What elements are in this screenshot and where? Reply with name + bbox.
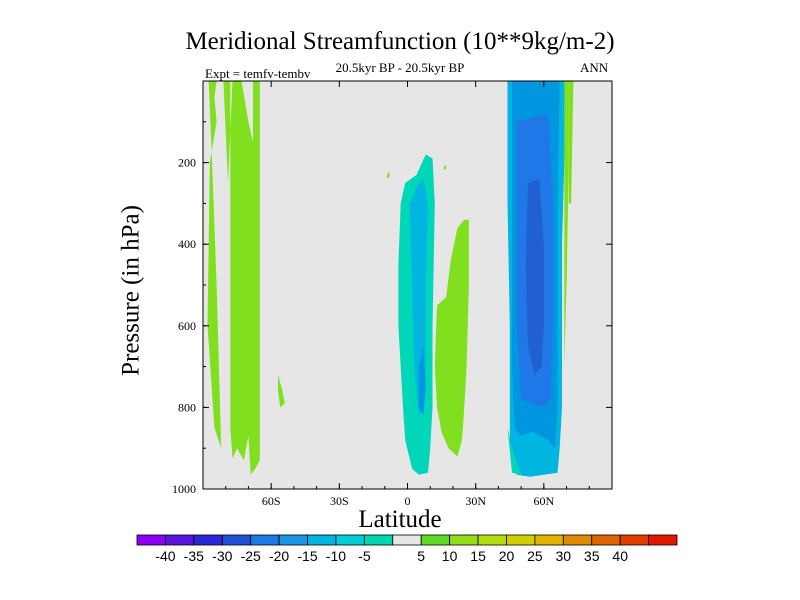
colorbar-box	[193, 534, 223, 546]
colorbar-label: 10	[442, 548, 458, 564]
colorbar-box	[165, 534, 195, 546]
colorbar-box	[392, 534, 422, 546]
y-tick-label: 600	[178, 319, 196, 333]
region-sh-midlat-positive	[278, 374, 285, 408]
colorbar-label: 15	[470, 548, 486, 564]
y-tick-label: 200	[178, 156, 196, 170]
region-nh-midlat-negative-core	[525, 178, 544, 375]
colorbar-box	[477, 534, 507, 546]
colorbar-label: 20	[499, 548, 515, 564]
colorbar-box	[250, 534, 280, 546]
colorbar-label: -25	[241, 548, 261, 564]
colorbar-box	[562, 534, 593, 546]
region-nh-subtropical-positive	[434, 219, 469, 457]
x-axis-ticks: 60S 30S 0 30N 60N	[202, 81, 613, 508]
chart-subtitle: 20.5kyr BP - 20.5kyr BP	[335, 60, 465, 75]
colorbar-box	[619, 534, 649, 546]
colorbar-label: 40	[612, 548, 628, 564]
x-tick-label: 30N	[465, 494, 486, 508]
colorbar-labels: -40 -35 -30 -25 -20 -15 -10 -5 5 10 15 20 25 30 35 40	[155, 548, 628, 564]
region-nh-lowerleft-negative	[507, 427, 522, 475]
colorbar-box	[363, 534, 394, 546]
colorbar-box	[221, 534, 252, 546]
x-tick-label: 30S	[330, 494, 349, 508]
colorbar-box	[278, 534, 308, 546]
colorbar-label: -15	[297, 548, 317, 564]
colorbar-label: 35	[584, 548, 600, 564]
colorbar-box	[648, 534, 678, 546]
colorbar-box	[534, 534, 564, 546]
colorbar-label: -10	[326, 548, 346, 564]
experiment-label: Expt = temfv-tembv	[205, 66, 311, 81]
colorbar-label: -5	[358, 548, 371, 564]
chart-title: Meridional Streamfunction (10**9kg/m-2)	[185, 28, 615, 55]
colorbar-label: -20	[269, 548, 289, 564]
colorbar-label: -30	[212, 548, 232, 564]
colorbar-label: 30	[556, 548, 572, 564]
colorbar-boxes	[136, 534, 678, 546]
region-nh-upper-positive	[443, 164, 447, 170]
x-axis-label: Latitude	[358, 506, 442, 533]
y-tick-label: 800	[178, 400, 196, 414]
region-tropical-negative-inner	[418, 346, 426, 416]
region-sh-polar-positive	[207, 81, 260, 475]
y-axis-ticks: 200 400 600 800 1000	[172, 121, 612, 496]
colorbar-box	[307, 534, 337, 546]
colorbar-label: -40	[155, 548, 175, 564]
colorbar-box	[136, 534, 166, 546]
contour-regions	[207, 81, 574, 477]
region-nh-polar-positive-2	[568, 81, 574, 204]
season-label: ANN	[580, 60, 609, 75]
x-tick-label: 60S	[262, 494, 281, 508]
region-sh-upper-positive	[387, 170, 390, 179]
colorbar-label: 5	[417, 548, 425, 564]
colorbar-label: -35	[184, 548, 204, 564]
y-tick-label: 1000	[172, 482, 196, 496]
y-tick-label: 400	[178, 237, 196, 251]
colorbar-label: 25	[527, 548, 543, 564]
x-tick-label: 60N	[533, 494, 554, 508]
region-nh-polar-positive	[564, 81, 569, 367]
colorbar-box	[591, 534, 621, 546]
colorbar-box	[335, 534, 365, 546]
colorbar-box	[449, 534, 479, 546]
colorbar-box	[506, 534, 536, 546]
x-tick-label: 0	[405, 494, 411, 508]
colorbar-box	[420, 534, 451, 546]
